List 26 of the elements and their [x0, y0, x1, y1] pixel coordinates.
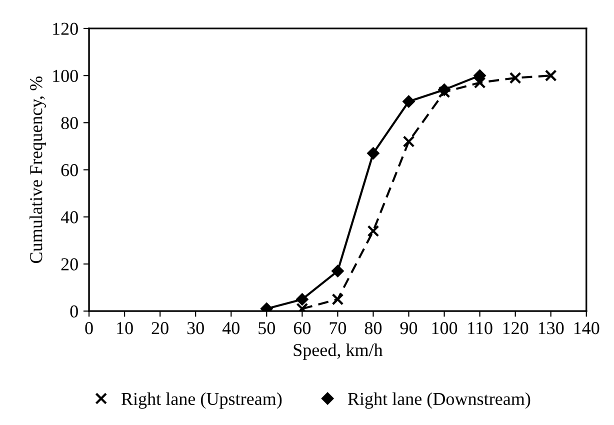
- x-tick-label: 80: [364, 322, 382, 334]
- y-tick-label: 20: [61, 258, 78, 270]
- legend-label: Right lane (Downstream): [348, 392, 530, 409]
- x-tick-label: 120: [503, 322, 528, 334]
- x-tick-label: 140: [574, 322, 600, 334]
- legend-label: Right lane (Upstream): [121, 392, 282, 409]
- x-tick-label: 10: [117, 322, 133, 334]
- y-tick-label: 120: [53, 22, 78, 35]
- y-tick-label: 60: [61, 164, 78, 176]
- x-tick-label: 60: [294, 322, 311, 334]
- x-tick-label: 90: [400, 322, 418, 334]
- x-tick-label: 100: [432, 322, 458, 334]
- y-axis-title: Cumulative Frequency, %: [30, 76, 46, 263]
- x-tick-label: 130: [538, 322, 564, 334]
- y-tick-label: 40: [60, 211, 78, 224]
- x-tick-label: 0: [85, 322, 93, 334]
- x-tick-label: 30: [187, 322, 204, 334]
- x-tick-label: 40: [222, 322, 240, 334]
- x-axis-title: Speed, km/h: [294, 343, 383, 360]
- y-tick-label: 80: [61, 116, 78, 130]
- y-tick-label: 100: [53, 70, 78, 82]
- y-tick-label: 0: [70, 305, 78, 318]
- x-tick-label: 20: [152, 322, 168, 334]
- x-tick-label: 110: [468, 322, 492, 334]
- x-tick-label: 50: [258, 322, 275, 334]
- x-tick-label: 70: [330, 322, 346, 334]
